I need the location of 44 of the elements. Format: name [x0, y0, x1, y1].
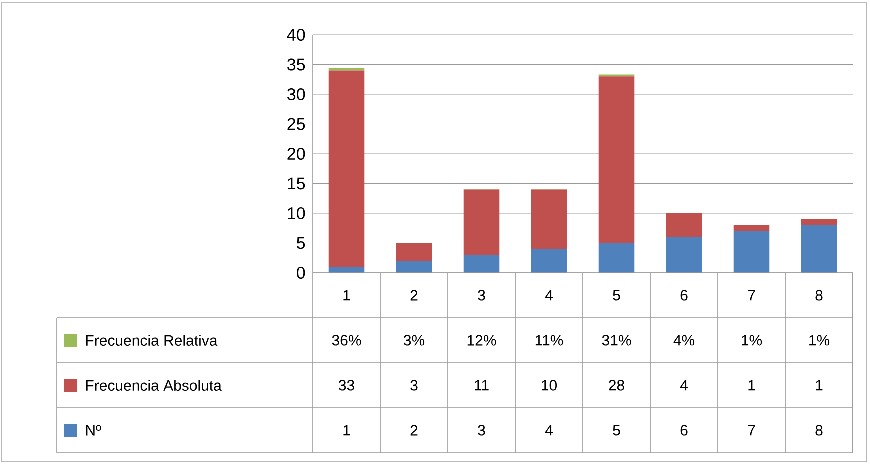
data-label: 4	[545, 425, 553, 436]
data-label: 1	[816, 380, 823, 391]
x-tick-label: 5	[613, 290, 620, 301]
x-tick-label: 7	[748, 290, 756, 301]
x-tick-label: 8	[816, 290, 823, 301]
data-label: 33	[338, 380, 354, 391]
data-label: 11%	[536, 335, 564, 346]
data-label: 4	[680, 380, 688, 391]
data-label: 5	[613, 425, 620, 436]
data-label: 2	[410, 425, 418, 436]
legend-label: Frecuencia Relativa	[86, 334, 218, 346]
y-tick-label: 10	[288, 207, 306, 220]
y-tick-label: 20	[288, 148, 306, 160]
data-label: 3%	[404, 335, 425, 346]
data-label: 4%	[674, 335, 695, 346]
data-label: 7	[748, 425, 756, 436]
y-tick-label: 15	[288, 178, 306, 190]
x-tick-label: 3	[478, 290, 486, 301]
y-tick-label: 25	[288, 118, 306, 130]
x-tick-label: 4	[545, 290, 553, 301]
data-label: 1	[748, 380, 756, 391]
y-tick-label: 30	[288, 88, 306, 101]
data-label: 31%	[602, 335, 632, 346]
y-tick-label: 35	[288, 58, 306, 71]
data-label: 1%	[810, 335, 830, 346]
y-tick-label: 0	[297, 266, 306, 280]
data-label: 28	[609, 380, 624, 391]
x-tick-label: 2	[410, 290, 418, 301]
data-label: 3	[478, 425, 486, 436]
data-label: 8	[816, 425, 823, 436]
data-label: 12%	[468, 335, 496, 346]
data-label: 11	[475, 380, 489, 391]
data-label: 3	[410, 380, 418, 391]
data-label: 1	[344, 425, 350, 436]
x-tick-label: 6	[680, 290, 688, 301]
y-tick-label: 40	[287, 28, 306, 42]
data-label: 36%	[332, 335, 362, 346]
data-label: 1%	[742, 335, 762, 346]
legend-label: Frecuencia Absoluta	[86, 380, 222, 391]
y-tick-label: 5	[297, 237, 306, 250]
x-tick-label: 1	[344, 290, 350, 301]
legend-label: Nº	[86, 425, 102, 436]
data-label: 6	[680, 425, 688, 436]
data-label: 10	[542, 380, 557, 391]
